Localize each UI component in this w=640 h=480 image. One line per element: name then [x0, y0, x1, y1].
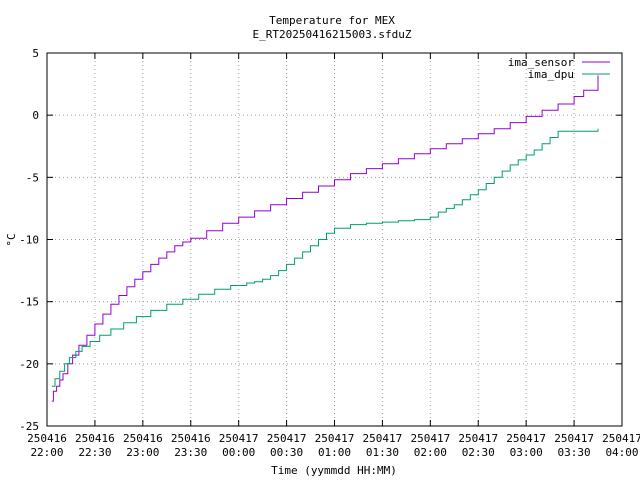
x-tick-label-date: 250416 — [27, 432, 67, 445]
axis-layer: -25-20-15-10-50525041622:0025041622:3025… — [19, 47, 640, 459]
series-line-ima_dpu — [51, 128, 599, 387]
y-tick-label: -20 — [19, 358, 39, 371]
x-tick-label-date: 250417 — [363, 432, 403, 445]
legend-label-ima_sensor: ima_sensor — [508, 56, 575, 69]
x-tick-label-time: 01:00 — [318, 446, 351, 459]
x-tick-label-time: 00:30 — [270, 446, 303, 459]
y-tick-label: -10 — [19, 234, 39, 247]
series-layer — [51, 75, 599, 402]
x-tick-label-date: 250417 — [410, 432, 450, 445]
x-tick-label-date: 250417 — [267, 432, 307, 445]
y-tick-label: -5 — [26, 171, 39, 184]
y-tick-label: -15 — [19, 296, 39, 309]
x-tick-label-time: 00:00 — [222, 446, 255, 459]
series-line-ima_sensor — [51, 75, 599, 402]
y-axis-label: °C — [5, 233, 18, 246]
x-tick-label-date: 250417 — [458, 432, 498, 445]
x-tick-label-time: 02:30 — [462, 446, 495, 459]
chart-subtitle: E_RT20250416215003.sfduZ — [253, 28, 412, 41]
x-tick-label-time: 01:30 — [366, 446, 399, 459]
legend-label-ima_dpu: ima_dpu — [528, 68, 574, 81]
x-tick-label-date: 250416 — [75, 432, 115, 445]
x-tick-label-time: 23:30 — [174, 446, 207, 459]
x-axis-label: Time (yymmdd HH:MM) — [271, 464, 397, 477]
x-tick-label-time: 23:00 — [126, 446, 159, 459]
x-tick-label-date: 250417 — [219, 432, 259, 445]
chart-title: Temperature for MEX — [269, 14, 395, 27]
grid-layer — [47, 53, 622, 426]
x-tick-label-date: 250417 — [602, 432, 640, 445]
x-tick-label-time: 22:00 — [30, 446, 63, 459]
x-tick-label-time: 03:00 — [510, 446, 543, 459]
x-tick-label-time: 04:00 — [605, 446, 638, 459]
x-tick-label-time: 03:30 — [558, 446, 591, 459]
y-tick-label: 5 — [32, 47, 39, 60]
x-tick-label-time: 02:00 — [414, 446, 447, 459]
y-tick-label: -25 — [19, 420, 39, 433]
x-tick-label-time: 22:30 — [78, 446, 111, 459]
x-tick-label-date: 250417 — [506, 432, 546, 445]
x-tick-label-date: 250416 — [171, 432, 211, 445]
y-tick-label: 0 — [32, 109, 39, 122]
x-tick-label-date: 250417 — [315, 432, 355, 445]
x-tick-label-date: 250416 — [123, 432, 163, 445]
x-tick-label-date: 250417 — [554, 432, 594, 445]
